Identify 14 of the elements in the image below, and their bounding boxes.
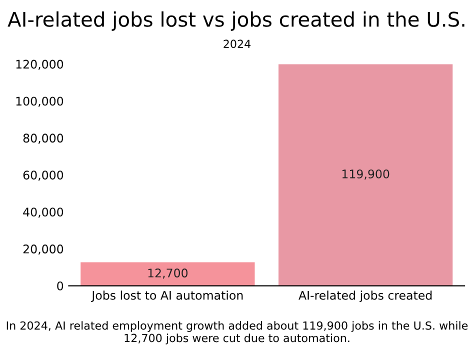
- chart-subtitle: 2024: [224, 40, 251, 48]
- x-tick-label: AI-related jobs created: [298, 290, 432, 302]
- y-tick-label: 20,000: [23, 244, 64, 255]
- y-tick-label: 120,000: [16, 60, 64, 70]
- y-tick-label: 60,000: [23, 170, 64, 181]
- y-tick-label: 100,000: [16, 96, 64, 107]
- y-tick-label: 80,000: [23, 134, 64, 144]
- data-label: 12,700: [148, 268, 188, 279]
- text: In 2024, AI related employment growth added about 119,900 jobs in the U.S. while 12,700 jobs were cut due to automation.: [6, 321, 468, 344]
- data-label: 119,900: [342, 170, 390, 180]
- chart-title: AI-related jobs lost vs jobs created in the U.S.: [8, 11, 464, 31]
- y-tick-label: 0: [57, 282, 64, 290]
- x-tick-label: Jobs lost to AI automation: [91, 290, 243, 302]
- y-tick-label: 40,000: [23, 208, 64, 218]
